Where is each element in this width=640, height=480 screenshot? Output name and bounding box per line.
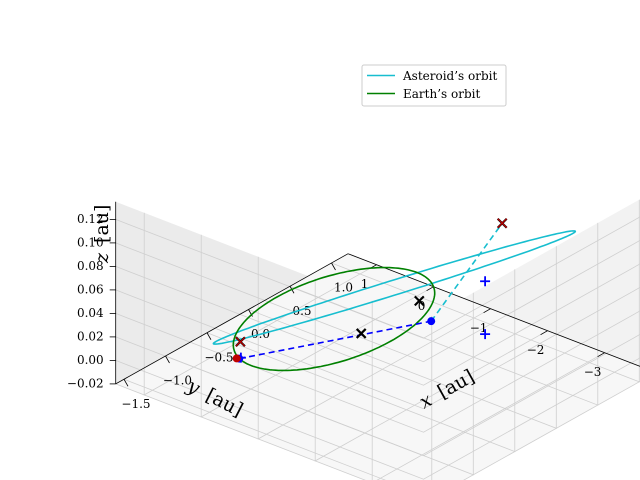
z-tick-label: −0.02 bbox=[67, 376, 104, 390]
legend-label-earth-orbit: Earth’s orbit bbox=[403, 87, 480, 101]
y-tick-mark bbox=[597, 352, 605, 358]
point-marker-x bbox=[355, 328, 367, 339]
tick-labels: −1.5−1.0−0.50.00.51.0 10−1−2−3−0.020.000.… bbox=[67, 212, 602, 411]
x-tick-mark bbox=[165, 355, 170, 364]
x-tick-label: 0.5 bbox=[292, 304, 311, 318]
grid-line-x bbox=[123, 315, 433, 480]
y-tick-mark bbox=[426, 286, 434, 292]
grid-line-z bbox=[115, 333, 640, 457]
x-tick-mark bbox=[331, 262, 336, 271]
y-tick-mark bbox=[540, 330, 548, 336]
pane-floor bbox=[115, 253, 640, 480]
dashed-segment bbox=[239, 320, 432, 360]
x-tick-label: −0.5 bbox=[204, 350, 233, 364]
y-axis-line bbox=[347, 253, 640, 367]
y-tick-label: −1 bbox=[470, 321, 488, 335]
z-axis-label: z [au] bbox=[91, 205, 113, 264]
y-tick-label: −2 bbox=[527, 343, 545, 357]
x-tick-label: 1.0 bbox=[334, 281, 353, 295]
point-marker-plus bbox=[480, 329, 491, 340]
z-tick-label: 0.00 bbox=[77, 353, 104, 367]
z-tick-label: 0.08 bbox=[77, 259, 104, 273]
legend: Asteroid’s orbit Earth’s orbit bbox=[361, 64, 507, 107]
x-axis-line bbox=[115, 253, 349, 385]
orbit-curves bbox=[212, 222, 577, 372]
y-tick-mark bbox=[483, 308, 491, 314]
point-marker-x bbox=[497, 218, 508, 229]
grid-line-z bbox=[115, 216, 640, 339]
grid-line-z bbox=[115, 239, 640, 363]
grid-line-z bbox=[115, 380, 640, 480]
x-tick-mark bbox=[123, 379, 129, 387]
dashed-segment bbox=[430, 222, 503, 322]
y-tick-label: 1 bbox=[361, 277, 369, 291]
series-line-asteroid-orbit bbox=[212, 230, 577, 345]
x-tick-label: −1.0 bbox=[163, 374, 192, 388]
grid-line-y bbox=[371, 300, 605, 480]
point-markers bbox=[232, 217, 508, 363]
point-marker-dot bbox=[232, 354, 241, 363]
point-marker-plus bbox=[480, 276, 491, 287]
grid-line-z bbox=[115, 263, 640, 386]
point-marker-dot bbox=[427, 317, 436, 326]
x-tick-mark bbox=[206, 332, 212, 340]
legend-label-asteroid-orbit: Asteroid’s orbit bbox=[402, 69, 497, 83]
y-tick-label: −3 bbox=[584, 365, 602, 379]
y-tick-label: 0 bbox=[418, 299, 426, 313]
axis-lines bbox=[109, 201, 640, 387]
grid-line-z bbox=[115, 286, 640, 410]
grid-line-z bbox=[115, 357, 640, 480]
grid-lines bbox=[115, 199, 640, 480]
series-line-earth-orbit bbox=[232, 266, 436, 372]
point-marker-x bbox=[235, 336, 246, 347]
point-marker-x bbox=[414, 295, 425, 307]
grid-line-z bbox=[115, 310, 640, 433]
axis-panes bbox=[115, 199, 640, 480]
z-tick-label: 0.12 bbox=[77, 212, 104, 226]
legend-box bbox=[361, 64, 507, 107]
z-tick-label: 0.04 bbox=[77, 306, 104, 320]
z-tick-label: 0.06 bbox=[77, 282, 104, 296]
x-tick-label: −1.5 bbox=[121, 397, 150, 411]
z-tick-label: 0.02 bbox=[77, 329, 104, 343]
z-tick-label: 0.10 bbox=[77, 235, 104, 249]
